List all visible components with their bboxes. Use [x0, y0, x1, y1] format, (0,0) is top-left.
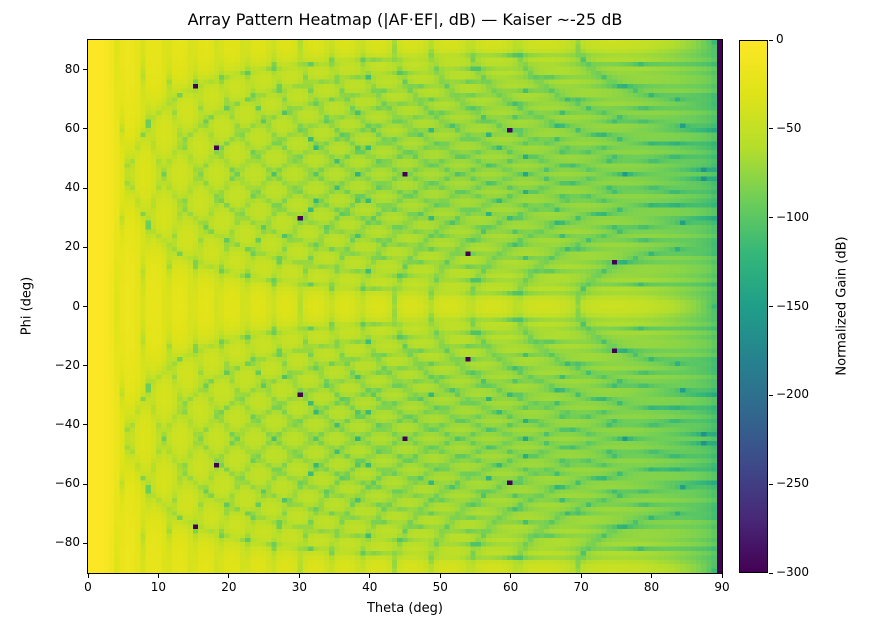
- x-tick-label: 80: [643, 580, 660, 594]
- x-tick-mark: [87, 574, 89, 578]
- x-tick-mark: [439, 574, 441, 578]
- y-tick-label: 40: [64, 180, 80, 195]
- colorbar-tick-label: −300: [776, 565, 809, 579]
- x-tick-mark: [228, 574, 230, 578]
- x-axis-label: Theta (deg): [366, 601, 444, 616]
- x-tick-mark: [298, 574, 300, 578]
- y-tick-label: 0: [72, 298, 80, 313]
- y-tick-mark: [83, 69, 87, 71]
- x-tick-mark: [651, 574, 653, 578]
- heatmap-canvas: [88, 40, 722, 573]
- x-tick-label: 60: [503, 580, 519, 594]
- x-tick-label: 0: [84, 580, 92, 594]
- y-tick-mark: [83, 306, 87, 307]
- y-tick-label: −80: [54, 535, 80, 550]
- y-tick-mark: [83, 424, 87, 426]
- y-tick-mark: [83, 187, 87, 189]
- y-tick-mark: [83, 483, 87, 485]
- y-tick-label: 20: [64, 239, 80, 254]
- colorbar-tick-label: −150: [776, 298, 809, 313]
- x-tick-label: 40: [362, 580, 378, 594]
- y-tick-mark: [83, 542, 87, 544]
- x-tick-mark: [510, 574, 512, 578]
- x-tick-mark: [721, 574, 723, 578]
- y-axis-label: Phi (deg): [19, 276, 35, 336]
- x-tick-label: 30: [291, 580, 307, 594]
- x-tick-mark: [580, 574, 582, 578]
- colorbar-tick-mark: [769, 128, 773, 130]
- colorbar-tick-label: −200: [776, 387, 809, 402]
- y-tick-label: 60: [64, 120, 80, 135]
- colorbar-tick-mark: [769, 483, 773, 485]
- y-tick-label: −40: [54, 416, 80, 431]
- colorbar-tick-label: −250: [776, 476, 809, 491]
- colorbar: [739, 40, 768, 573]
- colorbar-tick-label: 0: [776, 32, 784, 46]
- colorbar-tick-label: −50: [776, 120, 802, 135]
- x-tick-mark: [157, 574, 159, 578]
- colorbar-tick-mark: [769, 39, 773, 41]
- y-tick-mark: [83, 128, 87, 130]
- colorbar-tick-mark: [769, 217, 773, 219]
- y-tick-mark: [83, 365, 87, 367]
- colorbar-tick-label: −100: [776, 209, 809, 224]
- x-tick-label: 20: [221, 580, 237, 594]
- x-tick-mark: [369, 574, 371, 578]
- colorbar-label: Normalized Gain (dB): [834, 236, 850, 376]
- x-tick-label: 50: [432, 580, 448, 594]
- colorbar-tick-mark: [769, 306, 773, 307]
- x-tick-label: 10: [150, 580, 167, 594]
- chart-title: Array Pattern Heatmap (|AF·EF|, dB) — Ka…: [187, 10, 623, 29]
- y-tick-label: −20: [54, 357, 80, 372]
- colorbar-tick-mark: [769, 572, 773, 574]
- y-tick-mark: [83, 246, 87, 248]
- y-tick-label: −60: [54, 476, 80, 491]
- colorbar-tick-mark: [769, 394, 773, 396]
- y-tick-label: 80: [64, 61, 80, 76]
- x-tick-label: 70: [573, 580, 589, 594]
- x-tick-label: 90: [714, 580, 730, 594]
